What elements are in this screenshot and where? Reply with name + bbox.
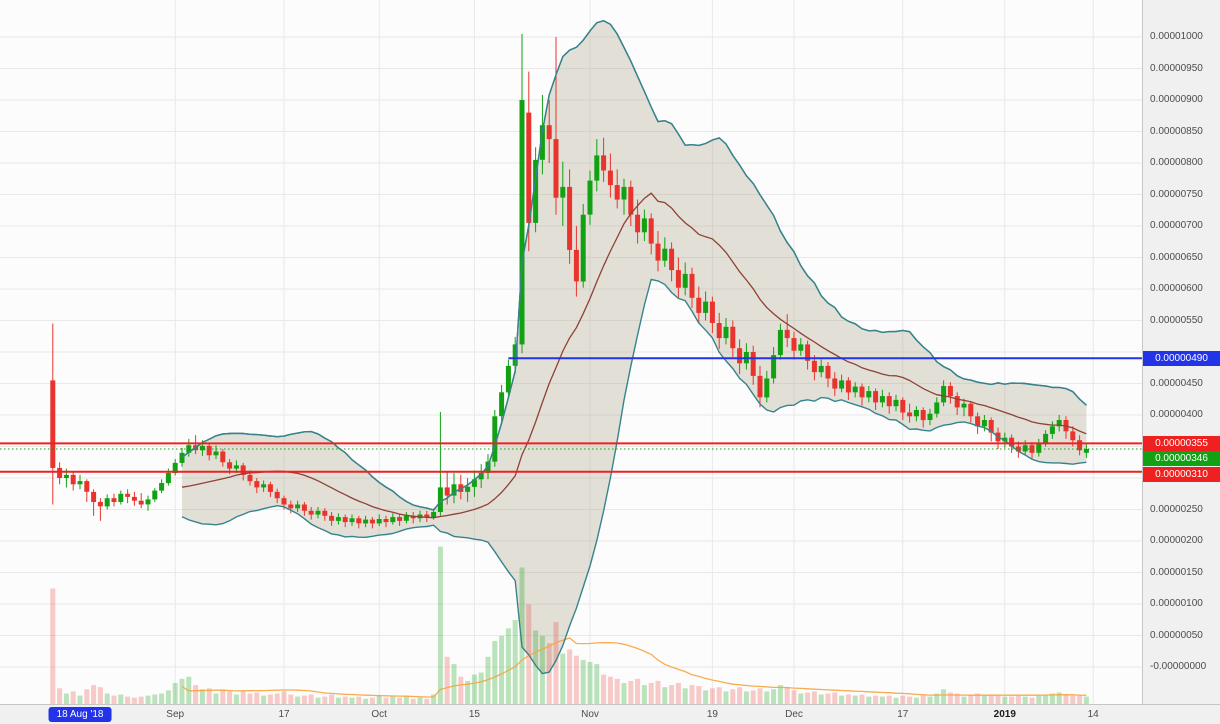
x-axis-label: 17 — [897, 709, 909, 720]
price-axis[interactable]: 0.00000490 0.00000355 0.00000346 0.00000… — [1142, 0, 1220, 704]
x-axis-label: 17 — [278, 709, 290, 720]
y-axis-label: 0.00000650 — [1150, 251, 1203, 263]
drawn-lines — [0, 357, 1142, 473]
x-axis-label: 15 — [468, 709, 480, 720]
date-anchor-badge: 18 Aug '18 — [48, 707, 112, 722]
current-price-label: 0.00000346 — [1143, 451, 1220, 467]
bollinger-lower-line — [181, 278, 1087, 675]
y-axis-label: 0.00000900 — [1150, 94, 1203, 105]
chart-canvas[interactable] — [0, 0, 1142, 704]
candles — [50, 33, 1089, 529]
x-axis-label: 2019 — [993, 709, 1016, 720]
y-axis-label: 0.00000600 — [1150, 283, 1203, 294]
y-axis-label: 0.00000950 — [1150, 62, 1203, 74]
y-axis-label: 0.00000250 — [1150, 503, 1203, 515]
y-axis-label: 0.00000200 — [1150, 535, 1203, 546]
y-axis-label: 0.00000700 — [1150, 220, 1203, 231]
y-axis-label: 0.00000550 — [1150, 314, 1203, 326]
x-axis-label: Sep — [166, 709, 185, 720]
y-axis-label: 0.00000450 — [1150, 377, 1203, 389]
bollinger-basis-line — [181, 192, 1087, 519]
y-axis-label: 0.00000400 — [1150, 409, 1203, 420]
price-line-label-310: 0.00000310 — [1143, 466, 1220, 482]
x-axis-label: Dec — [785, 709, 803, 720]
x-axis-label: Nov — [581, 709, 599, 720]
y-axis-label: 0.00000050 — [1150, 629, 1203, 641]
y-axis-label: 0.00000850 — [1150, 125, 1203, 137]
bollinger-fill — [182, 20, 1087, 674]
time-axis[interactable]: 18 Aug '18 Sep 17 Oct 15 Nov 19 Dec 17 2019 14 — [0, 704, 1220, 724]
y-axis-label: 0.00000750 — [1150, 188, 1203, 200]
price-line-label-355: 0.00000355 — [1143, 435, 1220, 451]
price-line-label-490: 0.00000490 — [1143, 350, 1220, 366]
grid — [0, 0, 1142, 704]
y-axis-label: 0.00000800 — [1150, 157, 1203, 168]
volume-ma-line — [181, 637, 1087, 698]
bollinger-band — [182, 20, 1087, 674]
y-axis-label: 0.00000150 — [1150, 566, 1203, 578]
y-axis-label: 0.00000100 — [1150, 598, 1203, 609]
y-axis-label: 0.00001000 — [1150, 31, 1203, 42]
x-axis-label: 14 — [1087, 709, 1099, 720]
volume-bars — [50, 546, 1089, 704]
x-axis-label: Oct — [371, 709, 387, 720]
y-axis-label: -0.00000000 — [1150, 661, 1207, 672]
x-axis-label: 19 — [706, 709, 718, 720]
